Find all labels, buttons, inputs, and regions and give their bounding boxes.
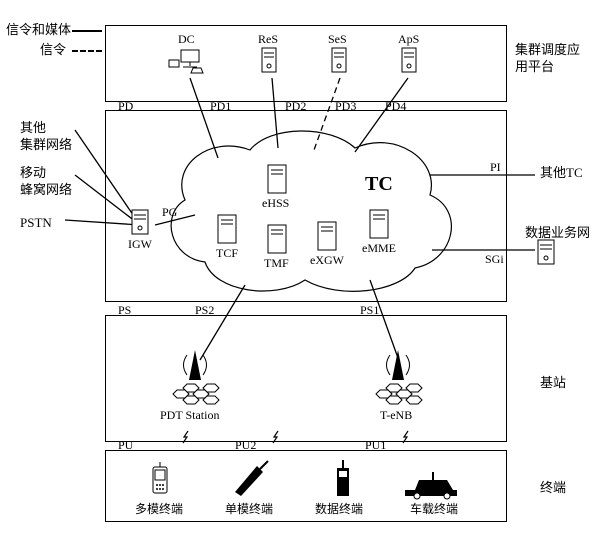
if-pd4: PD4 [385,99,406,114]
emme-label: eMME [362,241,396,256]
legend-signal-media: 信令和媒体 [6,22,71,39]
tmf-label: TMF [264,256,289,271]
tier-core-other-tc: 其他TC [540,165,583,182]
if-sgi: SGi [485,252,504,267]
legend-dash-line [72,50,102,52]
term-multi-label: 多模终端 [135,500,183,517]
legend-signal: 信令 [40,42,66,59]
left-pstn: PSTN [20,215,52,232]
aps-label: ApS [398,32,419,47]
ses-label: SeS [328,32,347,47]
if-pg: PG [162,205,177,220]
if-pu1: PU1 [365,438,386,453]
legend-solid-line [72,30,102,32]
igw-label: IGW [128,237,152,252]
if-ps: PS [118,303,131,318]
if-pu: PU [118,438,133,453]
if-pi: PI [490,160,501,175]
term-data-label: 数据终端 [315,500,363,517]
tcf-label: TCF [216,246,238,261]
dataserver-icon [538,240,554,264]
term-single-label: 单模终端 [225,500,273,517]
if-pd3: PD3 [335,99,356,114]
if-pu2: PU2 [235,438,256,453]
tier-top [105,25,507,102]
if-ps2: PS2 [195,303,214,318]
res-label: ReS [258,32,278,47]
if-pd: PD [118,99,133,114]
ehss-label: eHSS [262,196,289,211]
tenb-label: T-eNB [380,408,412,423]
if-pd2: PD2 [285,99,306,114]
dc-label: DC [178,32,195,47]
pdt-station-label: PDT Station [160,408,219,423]
left-mobile: 移动 蜂窝网络 [20,165,72,199]
tier-core-data-net: 数据业务网 [525,225,590,242]
tier-terminal-label: 终端 [540,480,566,497]
left-other-cluster: 其他 集群网络 [20,120,72,154]
exgw-label: eXGW [310,253,344,268]
tier-ran-label: 基站 [540,375,566,392]
tier-top-label: 集群调度应 用平台 [515,42,580,76]
if-ps1: PS1 [360,303,379,318]
term-car-label: 车载终端 [410,500,458,517]
if-pd1: PD1 [210,99,231,114]
